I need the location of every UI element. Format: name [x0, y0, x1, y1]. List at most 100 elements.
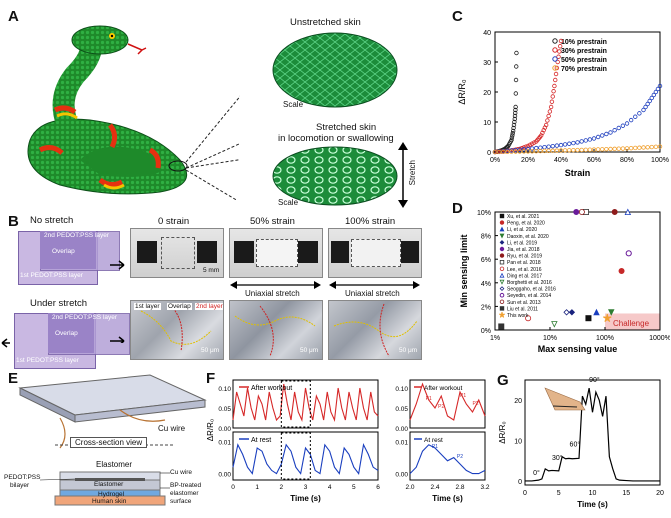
- chart-d-legend-marker: [499, 213, 505, 219]
- device-schematic: [18, 374, 207, 506]
- chart-c-point: [575, 140, 580, 145]
- chart-c-point: [633, 114, 638, 119]
- chart-d-point: [618, 268, 625, 275]
- elastomer-mid-label: Elastomer: [94, 481, 124, 488]
- chart-f-zoom-line: [409, 444, 486, 475]
- chart-c-point: [513, 104, 518, 110]
- chart-f-ytick-label: 0.00: [218, 426, 231, 433]
- chart-f-zoom-window: [280, 380, 311, 428]
- panel-label-g: G: [497, 372, 509, 389]
- chart-c-point: [624, 146, 630, 151]
- chart-d-point: [525, 315, 532, 322]
- chart-c-point: [546, 148, 551, 154]
- chart-f-zoom-ytick-label: 0.05: [395, 406, 408, 413]
- chart-f-ytick-label: 0.01: [218, 440, 231, 447]
- chart-d-xtick-label: 10%: [543, 335, 557, 342]
- chart-c-legend-marker: [552, 56, 558, 62]
- chart-d-legend-text: Xu, et al. 2021: [507, 214, 539, 220]
- chart-c-point: [657, 83, 663, 89]
- chart-d-point: [608, 309, 615, 316]
- chart-d-point: [624, 208, 632, 215]
- uniaxial-label-1: Uniaxial stretch: [245, 289, 300, 298]
- chart-c-point: [612, 146, 617, 152]
- chart-c-ytick-label: 0: [487, 150, 491, 157]
- chart-c-ytick-label: 20: [483, 90, 491, 97]
- chart-d-ytick-label: 10%: [477, 210, 491, 217]
- chart-g-xtick-label: 15: [622, 490, 630, 497]
- chart-f-p1: P1: [426, 396, 432, 402]
- chart-c-point: [509, 149, 514, 154]
- chart-c-ytick-label: 30: [483, 60, 491, 67]
- chart-c-point: [513, 149, 518, 154]
- chart-d-point: [551, 321, 558, 328]
- pedot-label-2: bilayer: [10, 482, 30, 489]
- stretched-skin-label: Stretched skin: [316, 122, 377, 133]
- chart-c-point: [511, 125, 516, 131]
- chart-c-point: [595, 147, 601, 152]
- human-skin-label: Human skin: [92, 498, 127, 505]
- chart-f-p1b: P1: [460, 393, 466, 399]
- chart-c-point: [513, 107, 518, 113]
- micrograph-0-strain: 1st layer Overlap 2nd layer 50 μm: [130, 300, 224, 360]
- chart-d-point: [578, 208, 585, 215]
- chart-c-point: [620, 146, 626, 151]
- chart-d-legend-marker: [499, 253, 505, 258]
- chart-d-legend-marker: [499, 246, 505, 252]
- chart-c-point: [525, 146, 531, 152]
- chart-c-point: [496, 149, 502, 155]
- chart-c-point: [557, 44, 563, 49]
- chart-c-point: [649, 95, 654, 101]
- chart-f-xtick-label: 4: [328, 484, 332, 491]
- chart-f-xtick-label: 6: [376, 484, 380, 491]
- chart-g-frame: [524, 379, 661, 486]
- chart-f-line: [232, 443, 379, 475]
- chart-c-xtick-label: 0%: [490, 157, 500, 164]
- scale-50um-2: 50 μm: [300, 347, 319, 354]
- chart-c-point: [521, 147, 527, 152]
- chart-d-legend-text: Peng, et al. 2020: [507, 221, 545, 227]
- chart-d-legend-marker: [499, 272, 505, 278]
- chart-c-ytick-label: 40: [483, 30, 491, 37]
- chart-c-point: [567, 148, 572, 153]
- chart-d-point: [625, 250, 632, 257]
- chart-f-zoom-xtick-label: 2.4: [430, 484, 439, 491]
- scale-5mm: 5 mm: [203, 267, 220, 274]
- chart-d-xtick-label: 1%: [490, 335, 500, 342]
- chart-c-point: [538, 148, 543, 154]
- chart-f-ytick-label: 0.10: [218, 386, 231, 393]
- chart-c-point: [545, 118, 550, 123]
- chart-c-point: [492, 149, 498, 155]
- chart-c-point: [494, 149, 500, 155]
- under-stretch-label: Under stretch: [30, 298, 88, 309]
- chart-c-point: [514, 50, 519, 56]
- stretch-direction-arrows: [110, 260, 125, 343]
- chart-d-point: [573, 208, 580, 215]
- chart-d-challenge-region: [605, 313, 660, 330]
- unstretched-skin-label: Unstretched skin: [290, 17, 361, 28]
- locomotion-label: in locomotion or swallowing: [278, 133, 394, 144]
- chart-c-legend-text: 50% prestrain: [561, 57, 607, 64]
- stretch-label: Stretch: [408, 160, 417, 186]
- chart-c-point: [529, 149, 535, 154]
- chart-d-legend-text: Daoxin, et al. 2020: [507, 234, 549, 240]
- chart-f-xtick-label: 0: [231, 484, 235, 491]
- chart-c-point: [616, 146, 621, 151]
- chart-c-point: [575, 147, 580, 153]
- uniaxial-arrow-2: [329, 281, 420, 289]
- micro-layer2-label: 2nd layer: [195, 303, 223, 310]
- overlap-top-label: Overlap: [52, 248, 75, 255]
- chart-f-ylabel: ΔR/R₀: [206, 419, 215, 441]
- chart-c-point: [637, 111, 642, 116]
- chart-c-point: [571, 140, 576, 146]
- chart-f-zoom-xtick-label: 2.8: [455, 484, 464, 491]
- chart-c-point: [655, 86, 661, 92]
- chart-c-point: [542, 144, 547, 150]
- micro-overlap-label: Overlap: [167, 303, 192, 310]
- chart-c-point: [579, 139, 584, 144]
- chart-f-p2: P2: [438, 404, 444, 410]
- chart-d-legend-marker: [499, 306, 505, 311]
- chart-c-point: [553, 71, 559, 77]
- chart-c-point: [587, 137, 593, 142]
- chart-c-point: [587, 147, 593, 152]
- chart-g-ytick-label: 0: [518, 479, 522, 486]
